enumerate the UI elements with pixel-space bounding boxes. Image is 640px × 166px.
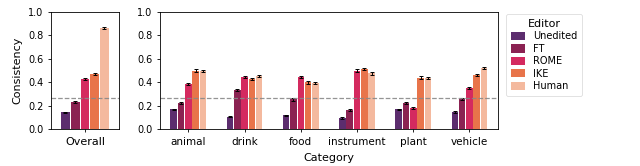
Bar <box>283 115 289 129</box>
Bar <box>298 77 304 129</box>
Bar <box>200 71 206 129</box>
Bar <box>81 79 90 129</box>
Bar <box>474 75 480 129</box>
Bar <box>410 108 417 129</box>
Bar <box>290 99 297 129</box>
Bar <box>178 103 184 129</box>
Bar <box>369 74 375 129</box>
X-axis label: Category: Category <box>303 153 355 163</box>
Bar <box>100 28 109 129</box>
Bar <box>185 84 191 129</box>
Bar <box>481 68 487 129</box>
Bar <box>227 117 233 129</box>
Bar <box>90 74 99 129</box>
Bar <box>193 71 199 129</box>
Bar <box>305 82 312 129</box>
Bar <box>466 88 473 129</box>
Legend: Unedited, FT, ROME, IKE, Human: Unedited, FT, ROME, IKE, Human <box>506 14 582 96</box>
Bar <box>417 78 424 129</box>
Bar <box>234 90 241 129</box>
Bar <box>71 102 79 129</box>
Bar <box>361 69 367 129</box>
Bar <box>256 76 262 129</box>
Bar <box>61 112 70 129</box>
Bar <box>339 118 346 129</box>
Bar <box>452 112 458 129</box>
Bar <box>346 110 353 129</box>
Bar <box>396 109 402 129</box>
Bar <box>424 78 431 129</box>
Bar <box>403 103 409 129</box>
Bar <box>312 83 319 129</box>
Bar <box>354 71 360 129</box>
Bar <box>248 79 255 129</box>
Bar <box>241 77 248 129</box>
Bar <box>459 99 465 129</box>
Y-axis label: Consistency: Consistency <box>13 37 22 104</box>
Bar <box>170 109 177 129</box>
